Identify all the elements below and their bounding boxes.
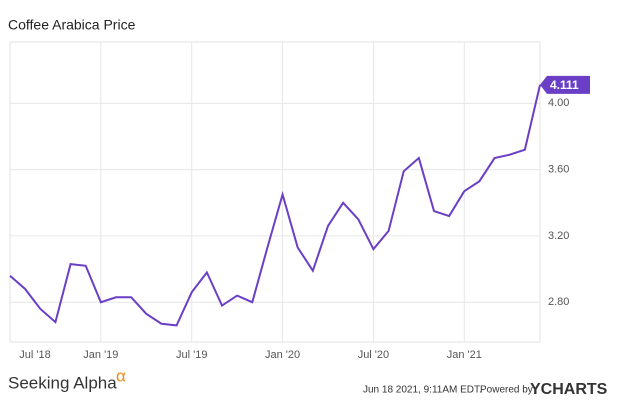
last-value-box — [540, 75, 590, 94]
brand-mark: α — [116, 366, 126, 385]
price-line — [9, 84, 541, 327]
x-tick-label: Jul '20 — [358, 349, 389, 361]
y-tick-label: 3.20 — [548, 230, 569, 242]
x-tick-label: Jul '18 — [19, 349, 50, 361]
x-tick-label: Jul '19 — [176, 349, 207, 361]
x-tick-label: Jan '21 — [447, 349, 482, 361]
x-tick-label: Jan '19 — [83, 349, 118, 361]
powered-by: Powered by — [480, 385, 533, 396]
brand: Seeking Alpha — [8, 373, 117, 392]
provider: YCHARTS — [530, 381, 608, 398]
plot-frame — [9, 41, 541, 343]
x-tick-label: Jan '20 — [265, 349, 300, 361]
timestamp: Jun 18 2021, 9:11AM EDT. — [363, 385, 482, 396]
y-tick-label: 3.60 — [548, 164, 569, 176]
chart-title: Coffee Arabica Price — [8, 17, 136, 33]
last-value-label: 4.111 — [550, 78, 579, 92]
y-tick-label: 2.80 — [548, 296, 569, 308]
y-tick-label: 4.00 — [548, 97, 569, 109]
